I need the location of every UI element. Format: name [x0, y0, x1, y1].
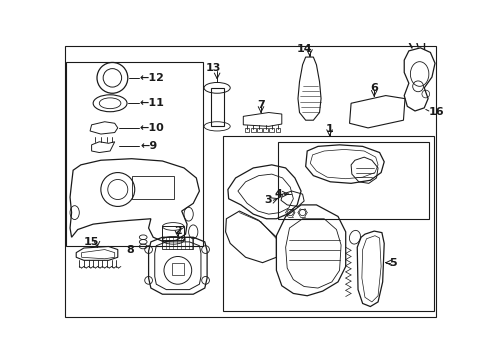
Bar: [162, 237, 193, 249]
Bar: [222, 136, 433, 311]
Text: 7: 7: [257, 100, 264, 110]
Bar: [162, 226, 183, 240]
Text: 16: 16: [428, 108, 444, 117]
Text: 5: 5: [389, 258, 396, 267]
Text: ←9: ←9: [141, 141, 158, 151]
Text: ←12: ←12: [139, 73, 164, 83]
Bar: [263, 128, 267, 132]
Bar: [131, 176, 174, 199]
Bar: [244, 128, 249, 132]
Bar: [277, 142, 428, 219]
Text: 1: 1: [325, 125, 333, 134]
Bar: [66, 62, 203, 247]
Bar: [171, 263, 183, 275]
Text: ←10: ←10: [139, 123, 164, 133]
Text: 3: 3: [264, 195, 271, 205]
Text: 6: 6: [369, 83, 377, 93]
Text: 14: 14: [297, 44, 312, 54]
Text: 15: 15: [84, 237, 99, 247]
Bar: [257, 128, 261, 132]
Text: 2: 2: [174, 226, 182, 236]
Bar: [269, 128, 274, 132]
Bar: [275, 128, 280, 132]
Text: 4: 4: [274, 189, 282, 199]
Text: ←11: ←11: [139, 98, 164, 108]
Text: 13: 13: [205, 63, 221, 73]
Text: 8: 8: [126, 244, 134, 255]
Bar: [250, 128, 255, 132]
